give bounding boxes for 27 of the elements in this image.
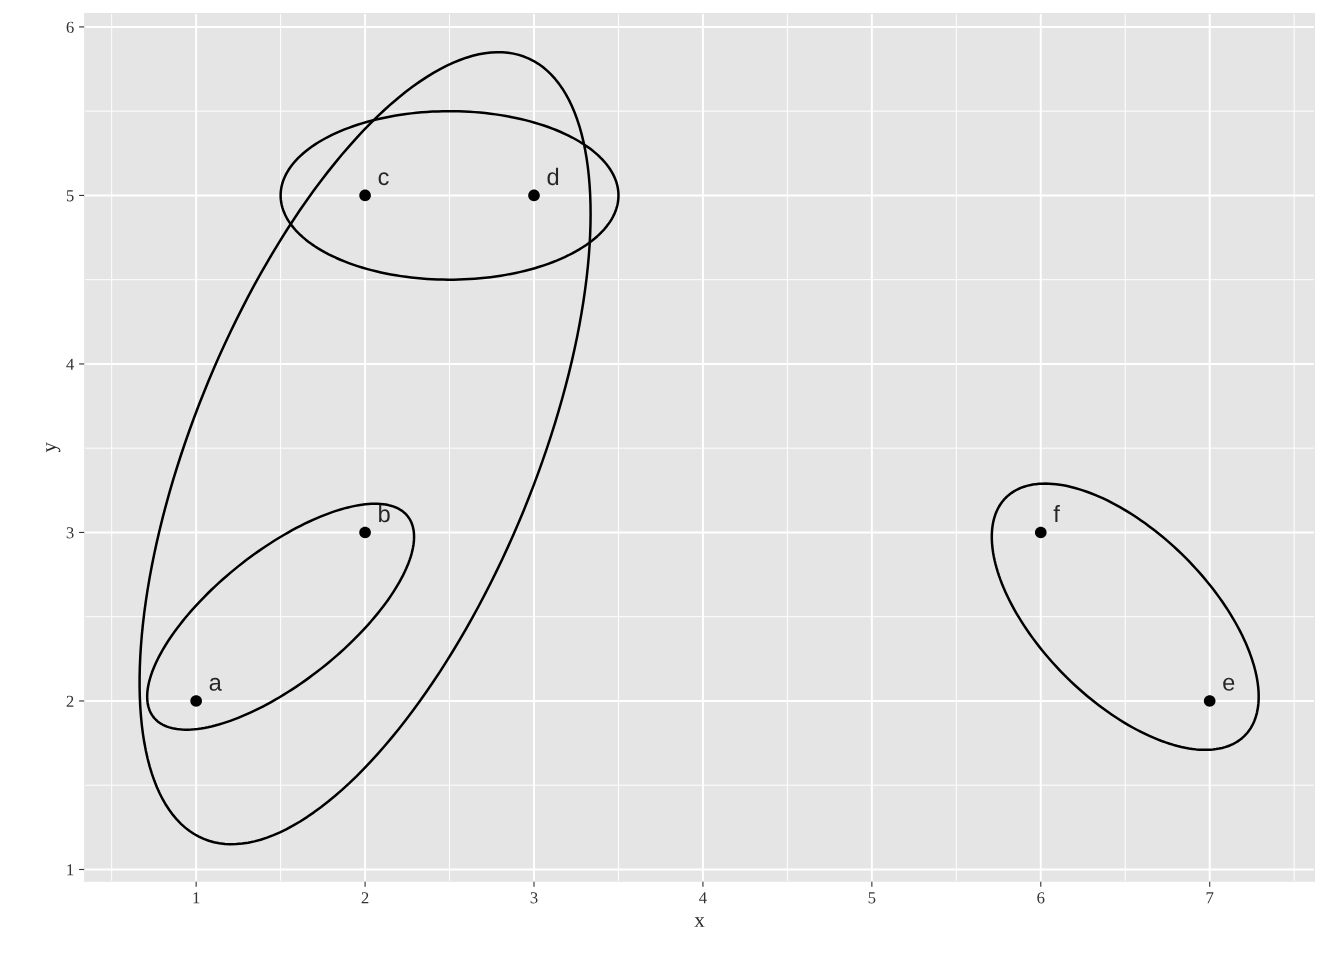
annotation: a <box>209 677 222 691</box>
annotation: e <box>1223 677 1235 691</box>
y-tick-label: 4 <box>66 358 74 370</box>
annotation: c <box>378 172 389 186</box>
x-tick-label: 2 <box>361 892 369 904</box>
x-tick-label: 1 <box>193 892 200 904</box>
point <box>359 526 371 539</box>
x-tick-label: 5 <box>868 892 876 904</box>
point <box>190 695 202 707</box>
annotation: b <box>379 504 390 523</box>
annotation: f <box>1053 504 1060 522</box>
y-tick-label: 2 <box>66 695 74 707</box>
y-tick-label: 3 <box>66 527 74 539</box>
y-tick-label: 5 <box>66 190 74 202</box>
annotation: d <box>547 167 559 186</box>
x-axis-title: x <box>694 917 705 927</box>
y-tick-label: 1 <box>67 864 74 876</box>
point <box>1203 695 1216 707</box>
point <box>359 189 371 202</box>
point <box>528 189 540 202</box>
x-tick-label: 7 <box>1206 892 1214 904</box>
x-tick-label: 3 <box>530 892 538 904</box>
point <box>1034 526 1047 539</box>
x-tick-label: 6 <box>1037 892 1045 904</box>
x-tick-label: 4 <box>699 892 707 904</box>
y-tick-label: 6 <box>66 21 74 33</box>
y-axis-title: y <box>46 442 61 453</box>
